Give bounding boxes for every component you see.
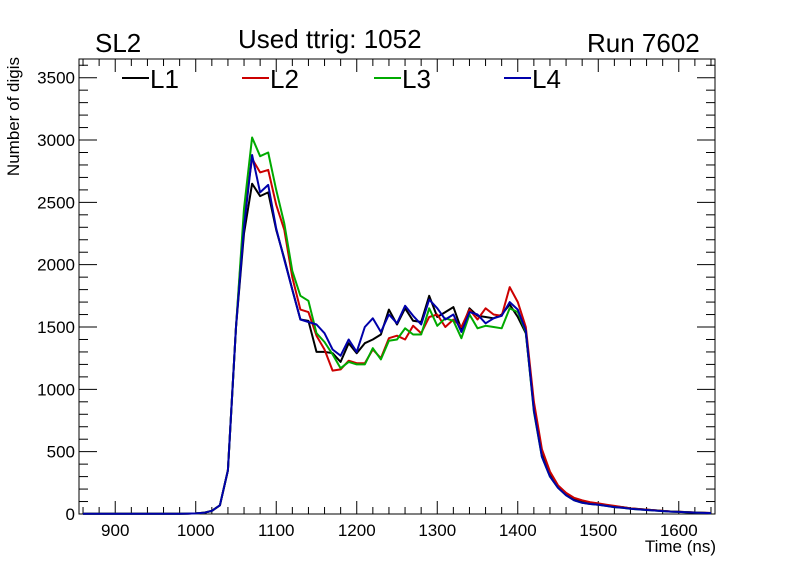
legend-label-l2: L2	[270, 64, 299, 94]
legend-label-l3: L3	[402, 64, 431, 94]
x-tick-label: 1100	[258, 521, 295, 540]
y-tick-label: 3000	[37, 131, 75, 150]
x-tick-label: 1400	[499, 521, 537, 540]
y-tick-label: 1500	[37, 318, 75, 337]
legend-label-l1: L1	[150, 64, 179, 94]
y-tick-label: 1000	[37, 380, 75, 399]
y-tick-label: 2000	[37, 256, 75, 275]
y-tick-label: 500	[47, 443, 75, 462]
series-line-l2	[83, 157, 712, 515]
y-tick-label: 2500	[37, 193, 75, 212]
tick-labels: 900 1000 1100 1200 1300 1400 1500 1600 0 500 1000 1…	[37, 69, 698, 540]
series-line-l1	[83, 182, 712, 515]
x-axis-label: Time (ns)	[645, 537, 716, 556]
x-tick-label: 1500	[579, 521, 617, 540]
x-tick-label: 1600	[660, 521, 698, 540]
x-tick-label: 1300	[418, 521, 456, 540]
plot-frame	[78, 58, 716, 515]
run-label: Run 7602	[587, 28, 700, 58]
legend: L1 L2 L3 L4	[122, 64, 561, 94]
series-line-l4	[83, 154, 712, 515]
series-line-l3	[83, 136, 712, 515]
x-tick-label: 1000	[177, 521, 215, 540]
y-tick-label: 3500	[37, 69, 75, 88]
superlayer-label: SL2	[95, 28, 141, 58]
x-tick-label: 1200	[338, 521, 376, 540]
axis-ticks	[79, 59, 715, 515]
x-tick-label: 900	[101, 521, 129, 540]
legend-label-l4: L4	[532, 64, 561, 94]
chart-title: Used ttrig: 1052	[238, 24, 422, 54]
y-axis-label: Number of digis	[4, 57, 23, 176]
series-lines	[83, 136, 712, 515]
y-tick-label: 0	[66, 505, 75, 524]
